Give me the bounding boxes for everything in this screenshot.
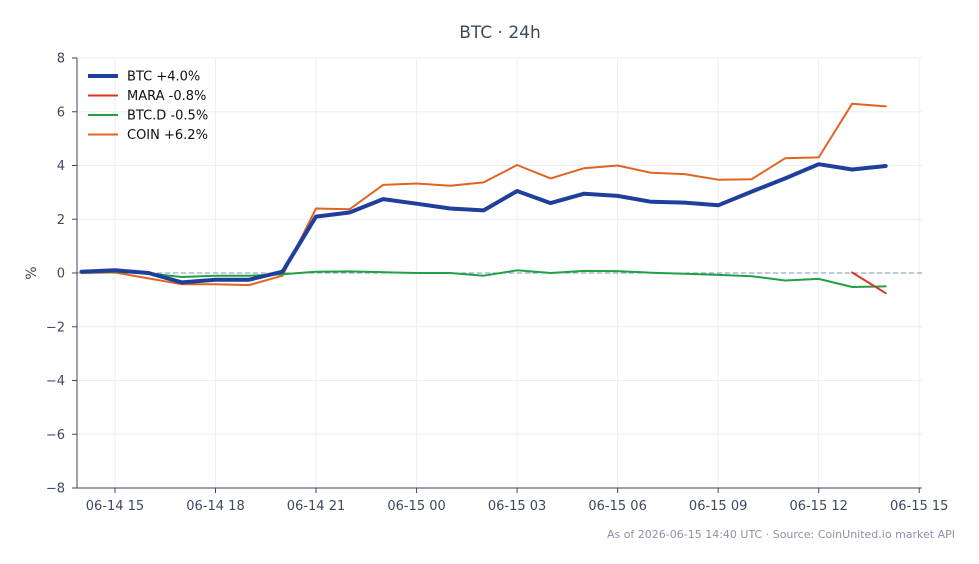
series-line-btcd	[80, 269, 887, 288]
series-line-mara	[851, 271, 887, 295]
x-tick-label: 06-15 09	[689, 499, 747, 514]
axes	[72, 57, 922, 493]
y-tick-label: 2	[57, 213, 65, 228]
series-line-btc	[79, 162, 888, 285]
x-tick-labels: 06-14 15 06-14 18 06-14 21 06-15 00 06-15 03…	[86, 499, 949, 514]
series-lines	[79, 102, 888, 295]
x-tick-label: 06-15 00	[387, 499, 445, 514]
y-tick-label: 8	[57, 52, 65, 67]
y-tick-label: 4	[57, 159, 65, 174]
y-tick-label: 0	[57, 267, 65, 282]
x-tick-label: 06-14 18	[186, 499, 244, 514]
y-tick-label: −8	[46, 482, 65, 497]
y-tick-label: −2	[46, 320, 65, 335]
legend-label-mara: MARA -0.8%	[127, 89, 206, 104]
footer-source-note: As of 2026-06-15 14:40 UTC · Source: Coi…	[607, 528, 955, 541]
y-tick-label: 6	[57, 105, 65, 120]
x-tick-label: 06-15 12	[789, 499, 847, 514]
legend: BTC +4.0% MARA -0.8% BTC.D -0.5% COIN +6.2%	[88, 70, 208, 143]
x-tick-label: 06-15 15	[890, 499, 948, 514]
series-line-coin	[80, 102, 887, 287]
y-axis-label: %	[24, 266, 40, 279]
y-tick-labels: 8 6 4 2 0 −2 −4 −6 −8	[46, 52, 65, 497]
y-tick-label: −6	[46, 428, 65, 443]
x-tick-label: 06-14 21	[287, 499, 345, 514]
chart-title: BTC · 24h	[459, 23, 541, 43]
legend-label-btcd: BTC.D -0.5%	[127, 109, 208, 124]
x-tick-label: 06-15 06	[588, 499, 646, 514]
legend-label-btc: BTC +4.0%	[127, 70, 200, 85]
x-tick-label: 06-15 03	[488, 499, 546, 514]
legend-label-coin: COIN +6.2%	[127, 128, 208, 143]
y-tick-label: −4	[46, 374, 65, 389]
x-tick-label: 06-14 15	[86, 499, 144, 514]
